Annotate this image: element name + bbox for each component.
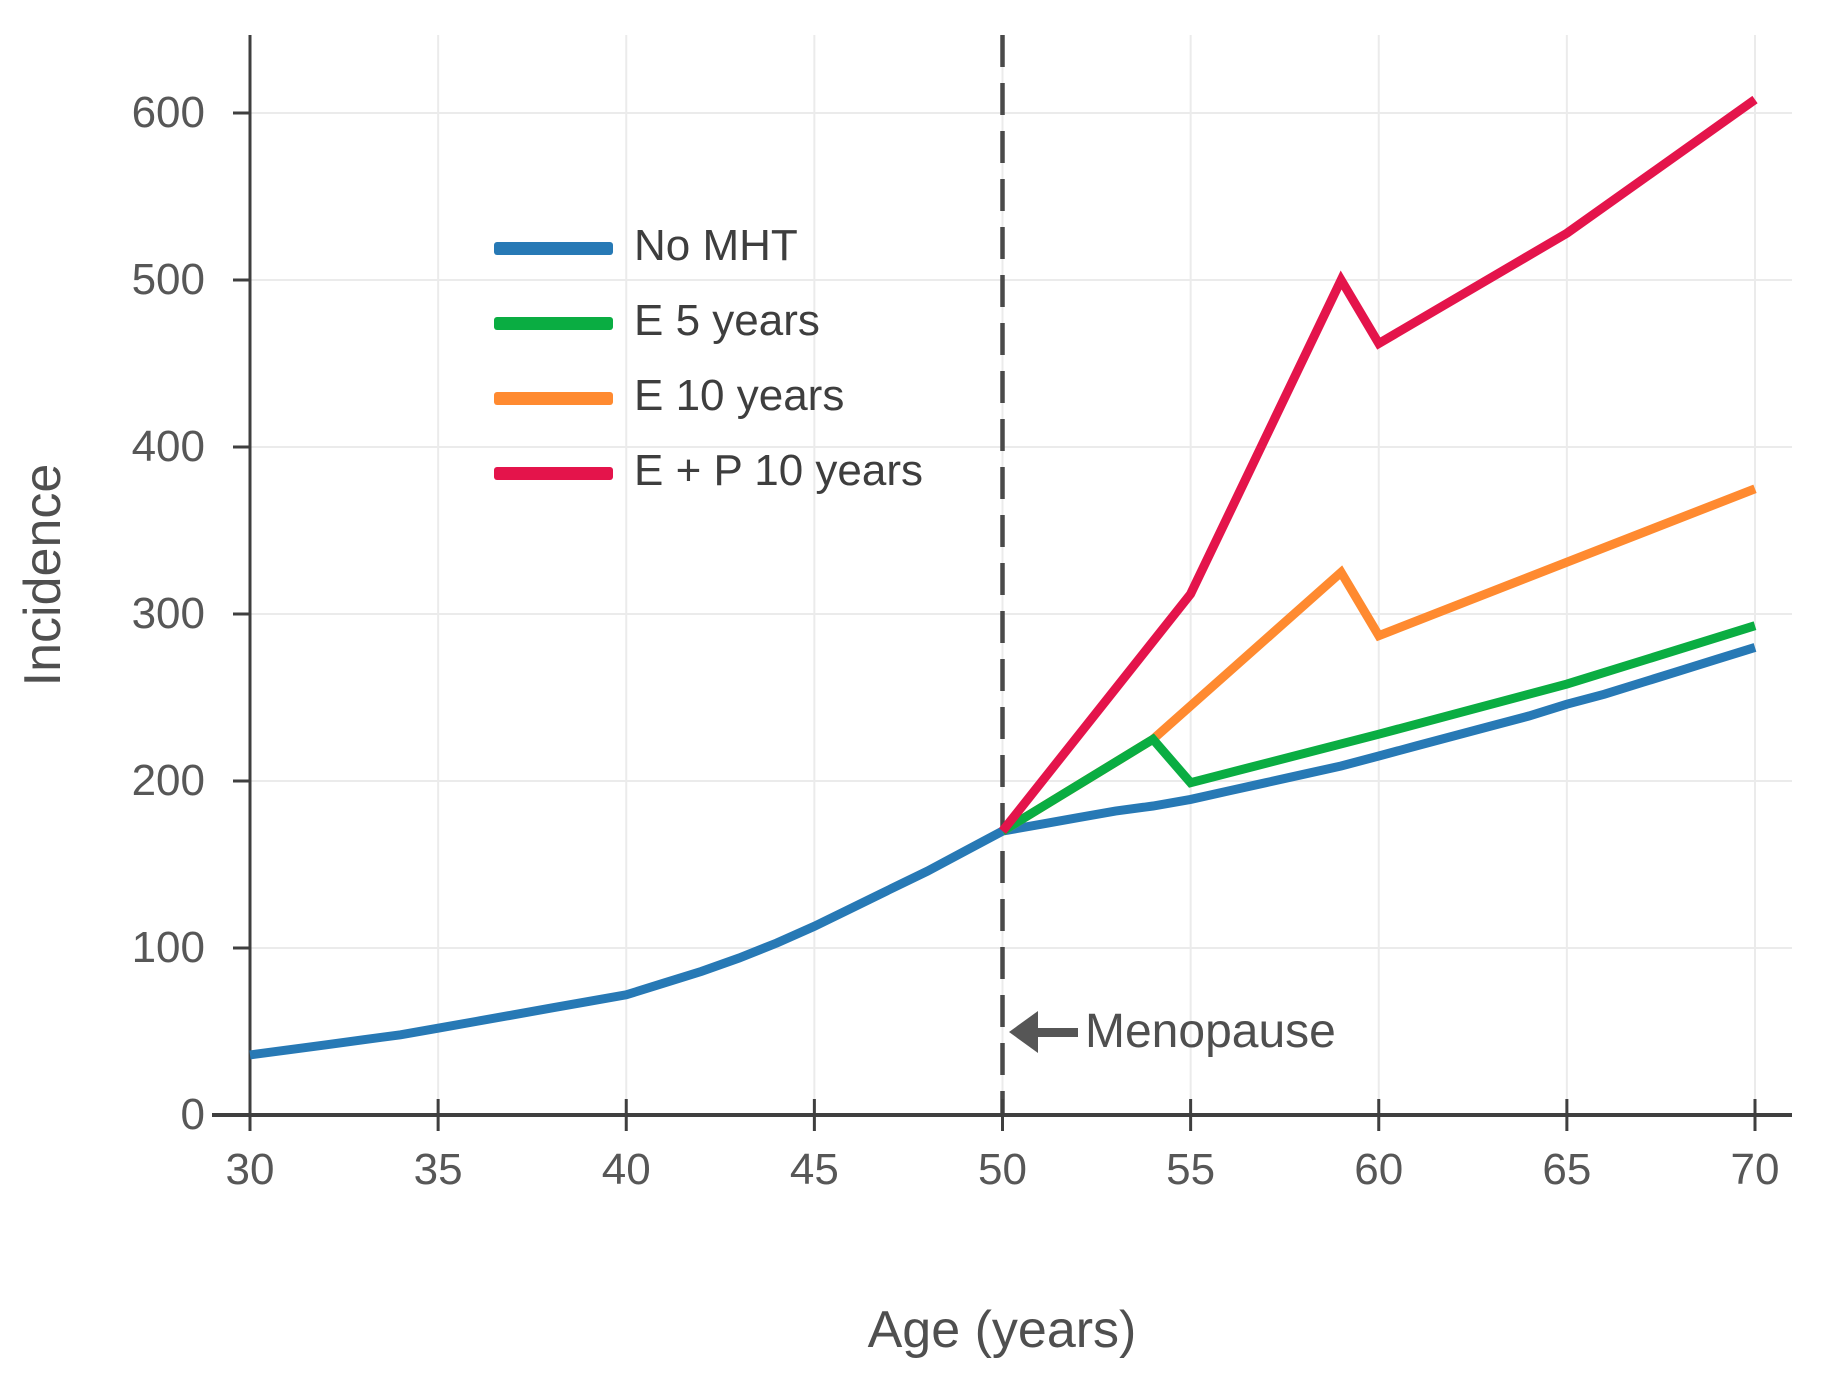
legend-swatch-2 [494,317,613,330]
x-tick-label: 30 [225,1145,275,1194]
legend-swatch-3 [494,392,613,405]
menopause-arrow-head [1009,1011,1038,1053]
y-tick-label: 600 [131,88,205,137]
y-tick-label: 500 [131,255,205,304]
y-tick-label: 0 [180,1090,205,1139]
legend-swatch-1 [494,242,613,255]
y-axis-title: Incidence [14,463,72,687]
y-tick-label: 200 [131,756,205,805]
menopause-label: Menopause [1085,1005,1336,1058]
x-tick-label: 55 [1166,1145,1216,1194]
x-axis-title: Age (years) [867,1301,1137,1359]
y-tick-label: 100 [131,923,205,972]
y-tick-label: 400 [131,422,205,471]
legend-swatch-4 [494,467,613,480]
legend-label-4: E + P 10 years [634,446,924,495]
x-tick-label: 35 [413,1145,463,1194]
menopause-arrow-shaft [1034,1028,1078,1037]
y-tick-label: 300 [131,589,205,638]
legend-label-2: E 5 years [634,296,820,345]
legend-label-1: No MHT [634,221,798,270]
series-line-e-p-10-years [998,95,1758,834]
x-tick-label: 45 [789,1145,839,1194]
x-tick-label: 50 [978,1145,1027,1194]
x-tick-label: 40 [601,1145,651,1194]
series-line-e-5-years [1000,621,1757,835]
x-tick-label: 65 [1542,1145,1592,1194]
x-tick-label: 70 [1730,1145,1780,1194]
legend-label-3: E 10 years [634,371,845,420]
x-tick-label: 60 [1354,1145,1404,1194]
